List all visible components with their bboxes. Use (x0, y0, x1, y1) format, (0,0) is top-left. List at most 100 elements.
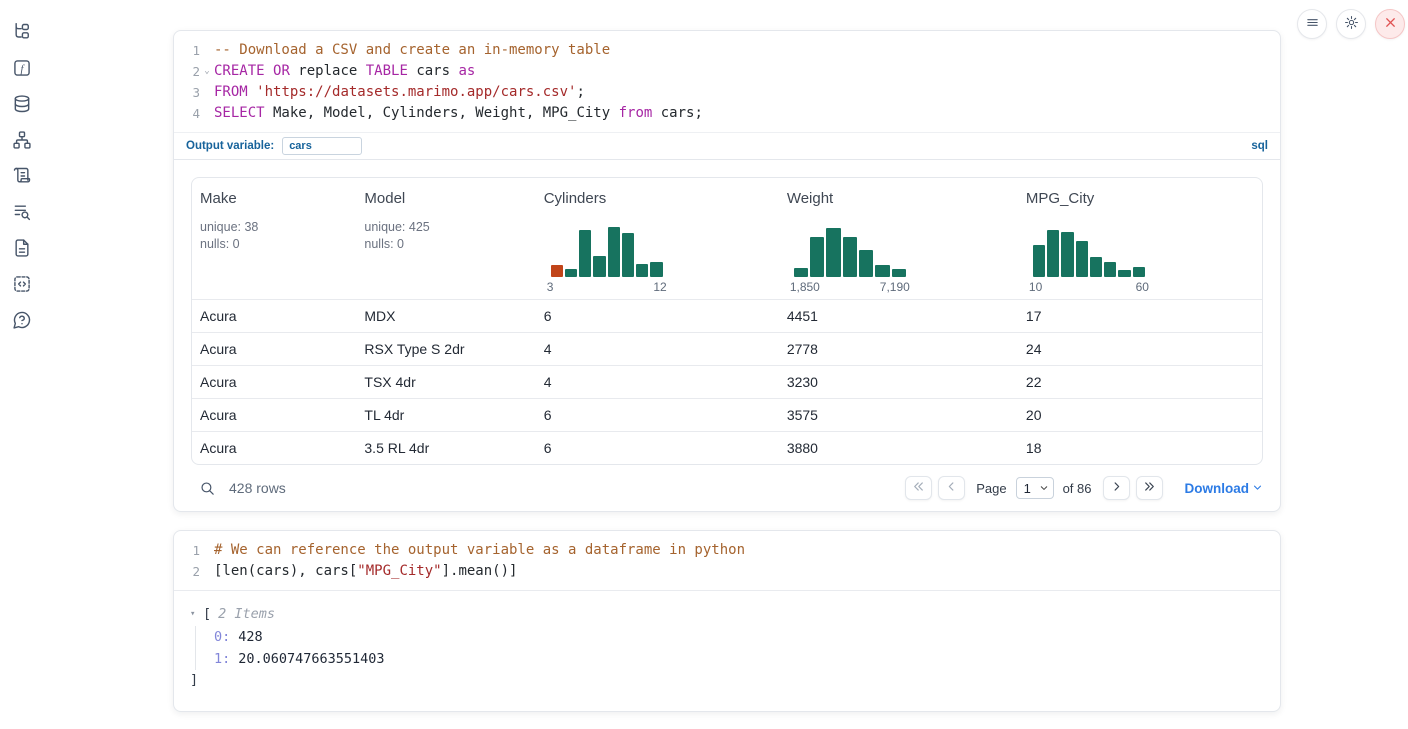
column-header-cylinders[interactable]: Cylinders 3 12 (536, 178, 779, 299)
code-line: 1 -- Download a CSV and create an in-memo… (174, 40, 1280, 61)
histogram-bar[interactable] (1104, 262, 1117, 277)
histogram-bar[interactable] (1089, 257, 1103, 277)
histogram[interactable]: 3 12 (547, 225, 667, 299)
table-row[interactable]: Acura TL 4dr 6 3575 20 (192, 398, 1262, 431)
tree-value: 20.060747663551403 (238, 651, 385, 667)
tree-value: 428 (238, 629, 263, 645)
histogram-bar[interactable] (1061, 232, 1074, 277)
column-stat: nulls: 0 (364, 237, 404, 251)
page-select[interactable]: 1 (1015, 477, 1054, 499)
code-token: 'https://datasets.marimo.app/cars.csv' (256, 84, 577, 100)
histogram[interactable]: 1,850 7,190 (790, 225, 910, 299)
code-token: as (458, 63, 476, 79)
menu-button[interactable] (1297, 9, 1327, 39)
histogram-bar[interactable] (891, 269, 906, 277)
code-token (248, 84, 256, 100)
histogram-bar[interactable] (550, 265, 563, 277)
histogram-bar[interactable] (579, 230, 592, 277)
output-tree: ▾ [ 2 Items 0: 428 1: 20.060747663551403 ] (174, 591, 1280, 690)
prev-page-button[interactable] (938, 476, 966, 500)
code-text: # We can reference the output variable a… (214, 540, 745, 561)
histogram-bar[interactable] (793, 268, 809, 277)
histogram-bar[interactable] (842, 237, 857, 277)
page-select-value: 1 (1023, 480, 1031, 496)
database-icon[interactable] (12, 94, 32, 114)
first-page-button[interactable] (905, 476, 933, 500)
table-cell: 3.5 RL 4dr (364, 440, 430, 456)
histogram-tick-label: 7,190 (879, 280, 910, 294)
menu-icon (1305, 15, 1320, 33)
column-title: Model (364, 190, 406, 207)
histogram-bar[interactable] (1032, 245, 1046, 277)
histogram-bar[interactable] (875, 265, 890, 277)
sql-code-editor[interactable]: 1 -- Download a CSV and create an in-memo… (174, 31, 1280, 132)
table-cell: Acura (200, 407, 237, 423)
column-header-make[interactable]: Make unique: 38 nulls: 0 (192, 178, 356, 299)
code-token: "MPG_City" (357, 563, 442, 579)
download-button[interactable]: Download (1185, 480, 1264, 496)
python-code-editor[interactable]: 1 # We can reference the output variable … (174, 531, 1280, 590)
dependency-graph-icon[interactable] (12, 130, 32, 150)
last-page-button[interactable] (1135, 476, 1163, 500)
column-header-mpg_city[interactable]: MPG_City 10 60 (1018, 178, 1262, 299)
histogram[interactable]: 10 60 (1029, 225, 1149, 299)
next-page-button[interactable] (1102, 476, 1130, 500)
svg-text:f: f (20, 63, 25, 75)
table-cell: MDX (364, 308, 396, 324)
collapse-chevron-icon[interactable]: ▾ (190, 609, 196, 619)
settings-button[interactable] (1336, 9, 1366, 39)
code-token: replace (289, 63, 366, 79)
text-search-icon[interactable] (12, 202, 32, 222)
document-icon[interactable] (12, 238, 32, 258)
page-label: Page (976, 480, 1007, 496)
histogram-bar[interactable] (1075, 241, 1088, 277)
column-header-weight[interactable]: Weight 1,850 7,190 (779, 178, 1018, 299)
table-cell: TL 4dr (364, 407, 405, 423)
histogram-bar[interactable] (593, 256, 606, 277)
histogram-bar[interactable] (858, 250, 874, 277)
file-tree-icon[interactable] (12, 22, 32, 42)
table-row[interactable]: Acura 3.5 RL 4dr 6 3880 18 (192, 431, 1262, 464)
table-cell: 6 (543, 407, 552, 423)
function-square-icon[interactable]: f (12, 58, 32, 78)
fold-slot (200, 540, 214, 561)
tree-entries: 0: 428 1: 20.060747663551403 (195, 626, 1280, 670)
histogram-bar[interactable] (826, 228, 841, 277)
shutdown-button[interactable] (1375, 9, 1405, 39)
histogram-bar[interactable] (650, 262, 663, 277)
fold-chevron-icon[interactable]: ⌄ (204, 66, 210, 76)
histogram-bar[interactable] (636, 264, 649, 277)
histogram-bar[interactable] (1047, 230, 1060, 277)
table-row[interactable]: Acura MDX 6 4451 17 (192, 299, 1262, 332)
python-cell: 1 # We can reference the output variable … (173, 530, 1281, 712)
output-variable-input[interactable] (282, 137, 363, 155)
histogram-bar[interactable] (564, 269, 578, 277)
histogram-bar[interactable] (1132, 267, 1145, 277)
code-text: CREATE OR replace TABLE cars as (214, 61, 475, 82)
histogram-ticks: 3 12 (547, 280, 667, 294)
table-row[interactable]: Acura TSX 4dr 4 3230 22 (192, 365, 1262, 398)
code-token: [len(cars), cars[ (214, 563, 358, 579)
histogram-bar[interactable] (1118, 270, 1131, 277)
column-header-model[interactable]: Model unique: 425 nulls: 0 (356, 178, 535, 299)
table-row[interactable]: Acura RSX Type S 2dr 4 2778 24 (192, 332, 1262, 365)
help-bubble-icon[interactable] (12, 310, 32, 330)
search-icon[interactable] (199, 480, 216, 497)
histogram-bar[interactable] (810, 237, 825, 277)
fold-slot (200, 82, 214, 103)
logs-scroll-icon[interactable] (12, 166, 32, 186)
code-snippets-icon[interactable] (12, 274, 32, 294)
sql-cell: 1 -- Download a CSV and create an in-memo… (173, 30, 1281, 512)
code-token: # We can reference the output variable a… (214, 542, 746, 558)
code-line: 2 [len(cars), cars["MPG_City"].mean()] (174, 561, 1280, 582)
tree-entry: 0: 428 (214, 626, 1280, 648)
line-number: 3 (192, 85, 200, 100)
chevrons-right-icon (1143, 480, 1156, 496)
table-cell: 2778 (786, 341, 818, 357)
histogram-bar[interactable] (621, 233, 635, 277)
histogram-bar[interactable] (607, 227, 620, 277)
table-cell: 18 (1025, 440, 1042, 456)
column-title: Weight (786, 190, 834, 207)
pagination: Page 1 of 86 Download (905, 476, 1263, 500)
table-body: Acura MDX 6 4451 17 Acura RSX Type S 2dr 4 2778 2… (192, 299, 1262, 464)
